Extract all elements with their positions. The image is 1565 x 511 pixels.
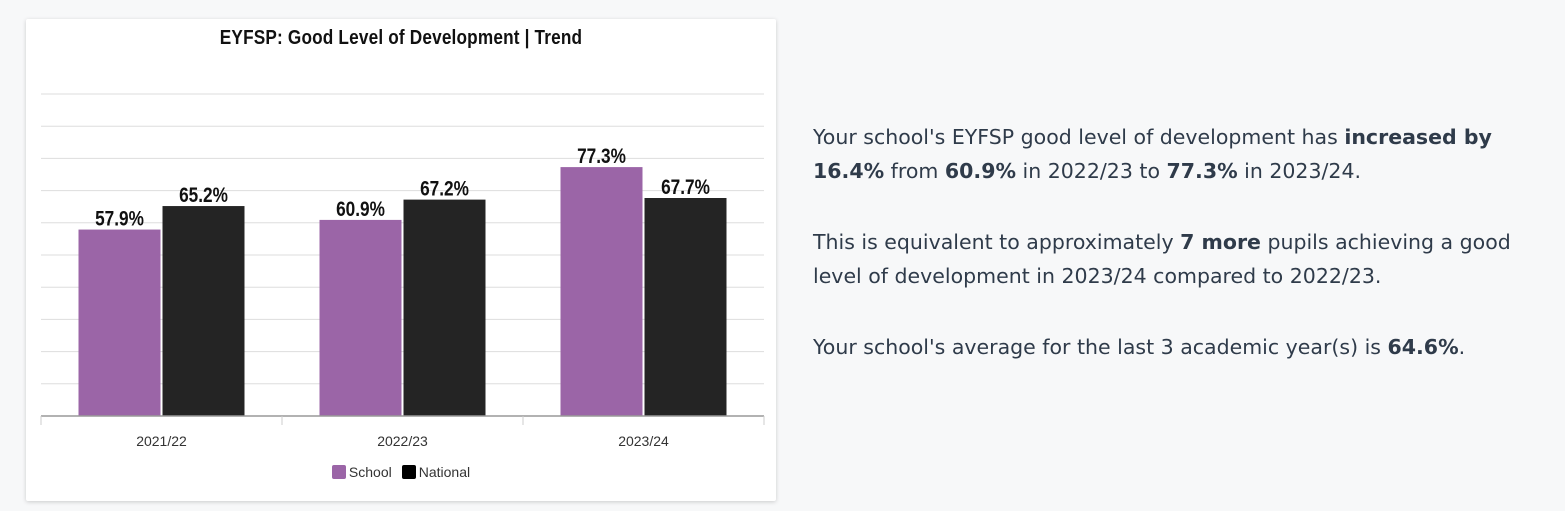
bar-school-2023-24 (560, 167, 643, 416)
summary-previous-value: 60.9% (944, 159, 1016, 183)
summary-paragraph-change: Your school's EYFSP good level of develo… (813, 120, 1533, 188)
bar-national-2021-22 (162, 206, 245, 416)
data-label: 67.7% (661, 177, 710, 200)
bar-national-2023-24 (644, 198, 727, 416)
summary-current-value: 77.3% (1166, 159, 1238, 183)
summary-text-span: This is equivalent to approximately (813, 230, 1181, 254)
legend-label-school: School (348, 464, 392, 480)
data-label: 60.9% (336, 198, 385, 221)
summary-text-span: pupils achieving a good level of develop… (813, 230, 1511, 288)
x-tick-label: 2023/24 (618, 433, 669, 449)
summary-pupils-value: 7 more (1180, 230, 1261, 254)
data-label: 67.2% (420, 178, 469, 201)
summary-text: Your school's EYFSP good level of develo… (813, 120, 1533, 401)
summary-text-span: from (884, 159, 945, 183)
summary-text-span: . (1458, 335, 1466, 359)
legend-swatch-school (331, 465, 346, 479)
summary-paragraph-pupils: This is equivalent to approximately 7 mo… (813, 225, 1533, 293)
chart-card: 57.9% 65.2% 2021/22 60.9% 67.2% 2022/23 77.3% 6… (26, 19, 776, 501)
summary-text-span: in 2022/23 to (1016, 159, 1167, 183)
bar-school-2022-23 (319, 219, 402, 416)
summary-increase-value: increased by 16.4% (813, 125, 1492, 183)
data-label: 77.3% (577, 146, 626, 169)
legend-label-national: National (418, 464, 471, 480)
summary-paragraph-average: Your school's average for the last 3 aca… (813, 330, 1533, 364)
x-tick-label: 2021/22 (136, 433, 187, 449)
summary-average-value: 64.6% (1387, 335, 1459, 359)
chart-title: EYFSP: Good Level of Development | Trend (219, 27, 583, 49)
bar-national-2022-23 (403, 199, 486, 416)
legend-item-school[interactable]: School (331, 464, 392, 480)
summary-text-span: in 2023/24. (1237, 159, 1362, 183)
chart-legend: School National (26, 464, 776, 480)
summary-text-span: Your school's average for the last 3 aca… (813, 335, 1388, 359)
data-label: 57.9% (95, 208, 144, 231)
legend-item-national[interactable]: National (401, 464, 471, 480)
bar-school-2021-22 (78, 229, 161, 416)
summary-text-span: Your school's EYFSP good level of develo… (813, 125, 1345, 149)
x-tick-label: 2022/23 (377, 433, 428, 449)
legend-swatch-national (401, 465, 416, 479)
bar-chart: 57.9% 65.2% 2021/22 60.9% 67.2% 2022/23 77.3% 6… (40, 93, 765, 449)
data-label: 65.2% (179, 185, 228, 208)
